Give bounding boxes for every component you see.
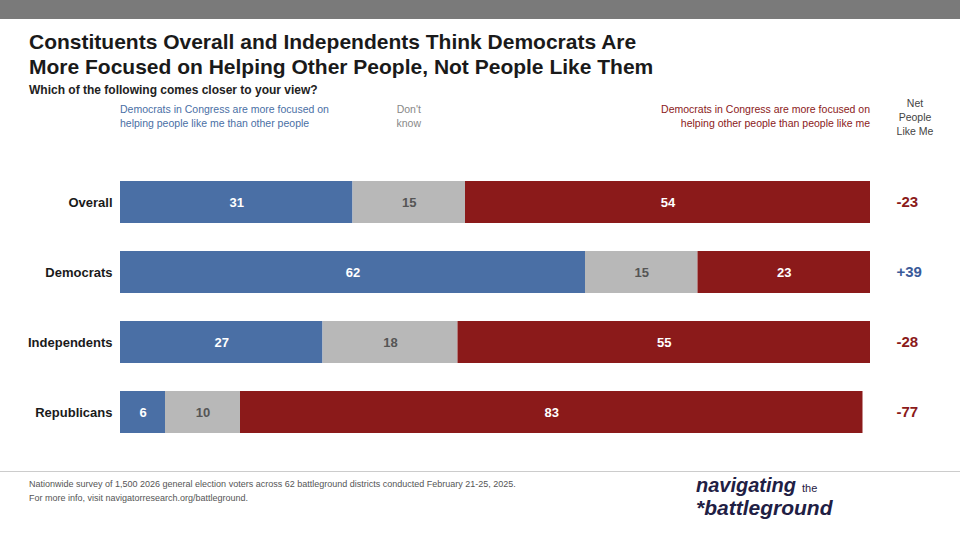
svg-text:Independents: Independents	[28, 335, 113, 350]
svg-text:54: 54	[661, 195, 676, 210]
svg-text:31: 31	[230, 195, 244, 210]
svg-text:62: 62	[346, 265, 360, 280]
html-text:Which of the following comes c: Which of the following comes closer to y…	[29, 83, 318, 98]
svg-text:55: 55	[657, 335, 671, 350]
svg-text:Overall: Overall	[68, 195, 112, 210]
svg-text:15: 15	[402, 195, 416, 210]
html-text:Constituents Overall and Indep: Constituents Overall and Independents Th…	[29, 30, 654, 79]
svg-text:Republicans: Republicans	[35, 405, 112, 420]
svg-text:83: 83	[545, 405, 559, 420]
svg-text:27: 27	[215, 335, 229, 350]
svg-text:10: 10	[196, 405, 210, 420]
svg-text:23: 23	[777, 265, 791, 280]
html-text:Democrats in Congress are more: Democrats in Congress are more focused o…	[661, 103, 870, 129]
svg-text:6: 6	[139, 405, 146, 420]
html-text:Nationwide survey of 1,500 202: Nationwide survey of 1,500 2026 general …	[29, 479, 516, 503]
svg-text:-28: -28	[897, 334, 919, 351]
svg-text:15: 15	[635, 265, 649, 280]
html-text:navigating the: navigating the	[696, 474, 818, 497]
svg-text:18: 18	[383, 335, 397, 350]
svg-text:-23: -23	[897, 194, 919, 211]
html-text:Democrats in Congress are more: Democrats in Congress are more focused o…	[120, 103, 329, 129]
html-text:Don't know: Don't know	[396, 103, 421, 129]
svg-text:-77: -77	[897, 404, 919, 421]
svg-text:Democrats: Democrats	[45, 265, 112, 280]
html-text:*battleground: *battleground	[696, 496, 833, 520]
svg-text:+39: +39	[897, 264, 922, 281]
html-text:Net People Like Me: Net People Like Me	[896, 97, 934, 137]
